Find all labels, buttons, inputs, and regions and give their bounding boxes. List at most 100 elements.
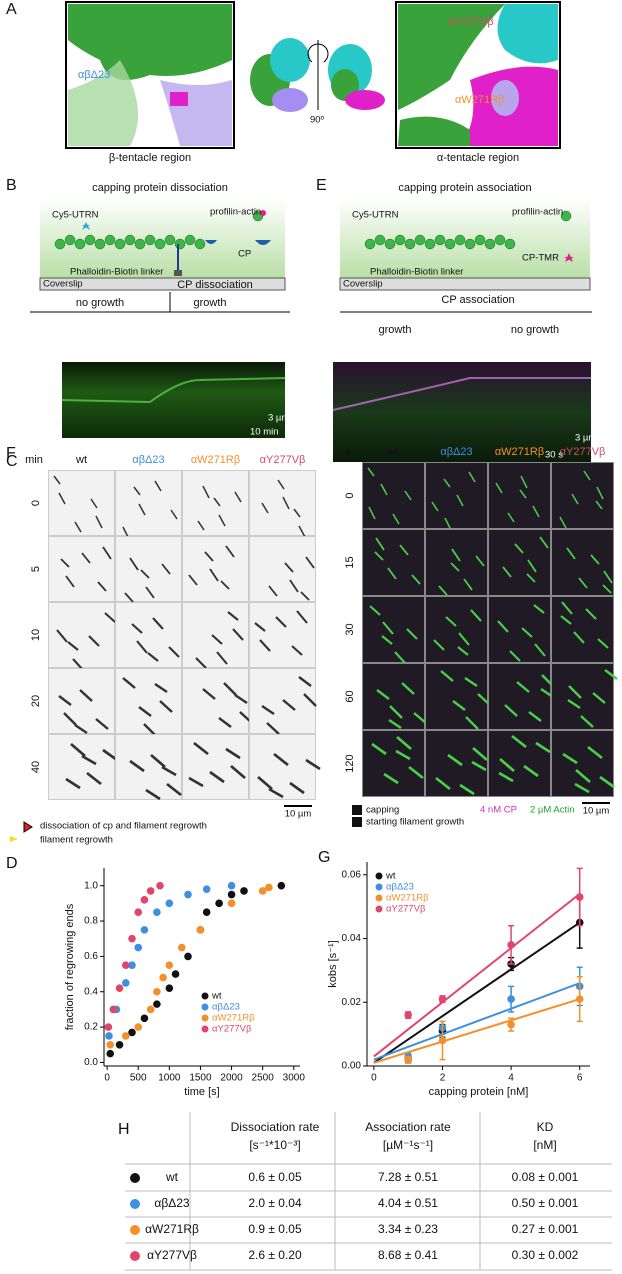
filament (138, 503, 146, 516)
row-label: 20 (30, 695, 42, 707)
table-header: [µM⁻¹s⁻¹] (383, 1138, 433, 1152)
filament (470, 609, 482, 622)
x-tick-label: 1000 (158, 1073, 181, 1084)
filament (504, 704, 518, 717)
filament (204, 551, 214, 562)
filament (583, 470, 591, 481)
y-tick-label: 0.06 (342, 869, 362, 880)
filament (523, 764, 539, 778)
filament (216, 651, 228, 665)
filament (161, 765, 177, 777)
filament (395, 749, 411, 761)
schematic-label: Cy5-UTRN (52, 210, 99, 221)
panel-letter: D (6, 855, 18, 872)
schematic-label: Coverslip (43, 279, 83, 290)
schematic-label: Coverslip (343, 279, 383, 290)
data-point (258, 887, 267, 895)
filament (188, 574, 198, 586)
micrograph (115, 602, 182, 668)
data-point (115, 984, 124, 993)
row-marker (130, 1199, 140, 1209)
filament (261, 502, 269, 514)
row-label: 120 (344, 754, 356, 772)
legend-label: αβΔ23 (212, 1002, 240, 1013)
filament (534, 643, 546, 657)
micrograph (425, 730, 488, 797)
filament (376, 689, 390, 700)
data-point (134, 943, 143, 952)
fit-line (373, 921, 581, 1064)
data-point (196, 926, 205, 934)
filament (392, 513, 400, 525)
filament (438, 585, 448, 596)
data-point (140, 896, 149, 904)
filament (266, 722, 280, 735)
filament (298, 525, 306, 538)
filament (431, 501, 439, 512)
filament (440, 670, 454, 682)
legend-marker (375, 872, 383, 880)
legend-label: wt (385, 871, 396, 882)
micrograph (48, 536, 115, 602)
x-tick-label: 2000 (220, 1073, 243, 1084)
panel-letter: F (6, 445, 16, 462)
legend-icon (10, 836, 18, 842)
state-label: no growth (511, 324, 559, 336)
fit-line (373, 982, 581, 1061)
filament (514, 543, 524, 554)
legend-icon (23, 821, 33, 833)
filament (197, 520, 205, 531)
filament (53, 475, 61, 485)
data-point (184, 952, 192, 961)
legend-marker (375, 883, 383, 891)
data-point (227, 899, 236, 908)
scale-label: 10 min (250, 427, 279, 438)
legend-text: starting filament growth (366, 817, 464, 828)
filament (305, 556, 315, 569)
filament (223, 682, 237, 696)
filament (464, 677, 478, 687)
filament (152, 617, 164, 630)
filament (532, 505, 540, 518)
schematic-label: Cy5-UTRN (352, 210, 399, 221)
micrograph (362, 663, 425, 730)
filament (519, 489, 527, 499)
filament (133, 486, 141, 496)
filament (145, 586, 155, 599)
panel-letter: G (318, 849, 330, 866)
micrograph (249, 734, 316, 800)
filament (95, 718, 109, 730)
x-tick-label: 2 (440, 1073, 446, 1084)
data-point (109, 1005, 118, 1014)
filament (495, 482, 503, 494)
filament (435, 776, 451, 791)
filament (138, 706, 152, 717)
filament (88, 635, 100, 647)
filament (521, 627, 533, 638)
legend-text: dissociation of cp and filament regrowth (40, 821, 207, 832)
filament (575, 768, 591, 784)
fit-line (373, 998, 581, 1064)
filament (562, 752, 578, 765)
filament (209, 568, 219, 582)
filament (592, 692, 606, 704)
caption: α-tentacle region (437, 152, 519, 164)
table-cell: 4.04 ± 0.51 (378, 1196, 438, 1210)
filament (456, 494, 464, 507)
column-label: αβΔ23 (132, 454, 164, 466)
column-label: wt (387, 446, 399, 458)
filament (433, 639, 445, 651)
filament (603, 570, 613, 584)
data-point (227, 881, 236, 890)
filament (147, 652, 159, 662)
filament (396, 735, 412, 751)
row-marker (130, 1225, 140, 1235)
data-point (575, 995, 584, 1003)
schematic-label: profilin-actin (210, 207, 261, 218)
data-point (438, 995, 447, 1003)
table-cell: 0.30 ± 0.002 (512, 1248, 579, 1262)
panel-b-art (30, 198, 290, 438)
row-label: 5 (30, 566, 42, 572)
filament (516, 681, 530, 693)
